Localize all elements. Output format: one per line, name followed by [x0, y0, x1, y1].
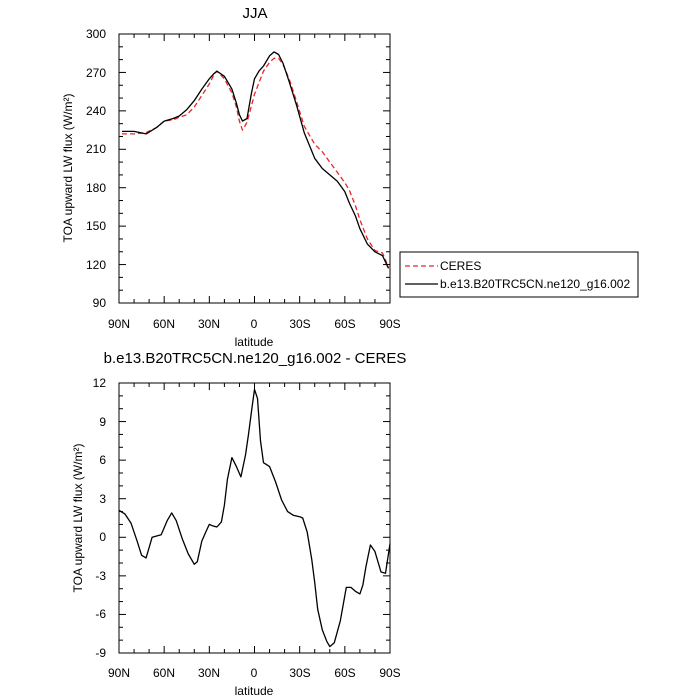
bottom-x-tick-label: 90S [379, 666, 400, 680]
top-y-tick-labels: 90 120 150 180 210 240 270 300 [86, 27, 106, 310]
top-x-tick-label: 30N [198, 317, 220, 331]
bottom-y-tick-label: 12 [93, 376, 107, 390]
bottom-x-tick-label: 60S [334, 666, 355, 680]
top-series-line-model [122, 51, 390, 269]
top-x-tick-labels: 90N 60N 30N 0 30S 60S 90S [108, 317, 401, 331]
top-x-tick-label: 0 [251, 317, 258, 331]
bottom-x-tick-label: 60N [153, 666, 175, 680]
top-y-tick-label: 180 [86, 181, 106, 195]
legend-model-label: b.e13.B20TRC5CN.ne120_g16.002 [440, 277, 630, 291]
bottom-y-tick-label: 9 [99, 415, 106, 429]
bottom-y-axis-label: TOA upward LW flux (W/m²) [71, 444, 85, 593]
bottom-x-tick-label: 0 [251, 666, 258, 680]
top-x-tick-label: 30S [289, 317, 310, 331]
bottom-y-tick-label: -9 [95, 646, 106, 660]
bottom-y-tick-label: 3 [99, 492, 106, 506]
top-y-tick-label: 300 [86, 27, 106, 41]
top-y-tick-label: 240 [86, 104, 106, 118]
top-series-line-ceres [122, 57, 390, 268]
legend-ceres-label: CERES [440, 259, 481, 273]
bottom-panel: b.e13.B20TRC5CN.ne120_g16.002 - CERES 12… [71, 350, 406, 698]
top-chart-title: JJA [242, 5, 267, 22]
top-y-tick-label: 90 [93, 296, 107, 310]
bottom-y-tick-labels: 12 9 6 3 0 -3 -6 -9 [93, 376, 107, 660]
bottom-y-tick-label: -3 [95, 569, 106, 583]
bottom-y-tick-label: 6 [99, 453, 106, 467]
top-y-tick-label: 210 [86, 142, 106, 156]
top-y-tick-label: 270 [86, 66, 106, 80]
legend-box [399, 251, 639, 298]
top-plot-frame [118, 33, 391, 304]
top-tick-marks [118, 33, 391, 304]
top-y-axis-label: TOA upward LW flux (W/m²) [61, 94, 75, 243]
bottom-y-tick-label: 0 [99, 530, 106, 544]
bottom-x-tick-label: 90N [108, 666, 130, 680]
bottom-series-line-model [118, 388, 391, 648]
top-x-axis-label: latitude [235, 335, 274, 349]
top-x-tick-label: 60S [334, 317, 355, 331]
bottom-x-axis-label: latitude [235, 684, 274, 698]
bottom-y-tick-label: -6 [95, 607, 106, 621]
top-x-tick-label: 90S [379, 317, 400, 331]
top-y-tick-label: 120 [86, 258, 106, 272]
bottom-x-tick-label: 30N [198, 666, 220, 680]
top-series-group [122, 51, 390, 269]
top-panel: JJA 90 120 150 180 210 240 270 300 90N 6… [61, 5, 639, 349]
bottom-tick-marks [118, 382, 391, 654]
bottom-series-group [118, 388, 391, 648]
bottom-chart-title: b.e13.B20TRC5CN.ne120_g16.002 - CERES [104, 350, 407, 367]
top-x-tick-label: 60N [153, 317, 175, 331]
top-legend: CERES b.e13.B20TRC5CN.ne120_g16.002 [399, 251, 639, 298]
top-y-tick-label: 150 [86, 219, 106, 233]
bottom-x-tick-labels: 90N 60N 30N 0 30S 60S 90S [108, 666, 401, 680]
bottom-x-tick-label: 30S [289, 666, 310, 680]
top-x-tick-label: 90N [108, 317, 130, 331]
bottom-plot-frame [118, 382, 391, 654]
